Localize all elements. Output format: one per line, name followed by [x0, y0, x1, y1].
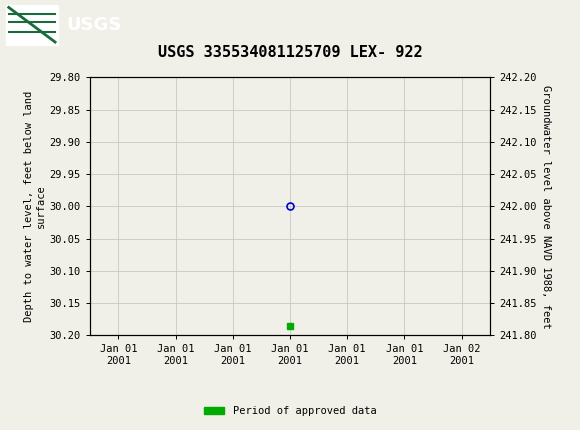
Bar	[6, 5, 58, 45]
Y-axis label: Groundwater level above NAVD 1988, feet: Groundwater level above NAVD 1988, feet	[541, 85, 551, 328]
Legend: Period of approved data: Period of approved data	[200, 402, 380, 421]
Text: USGS: USGS	[67, 16, 122, 34]
Y-axis label: Depth to water level, feet below land
surface: Depth to water level, feet below land su…	[24, 91, 45, 322]
Text: USGS 335534081125709 LEX- 922: USGS 335534081125709 LEX- 922	[158, 45, 422, 60]
